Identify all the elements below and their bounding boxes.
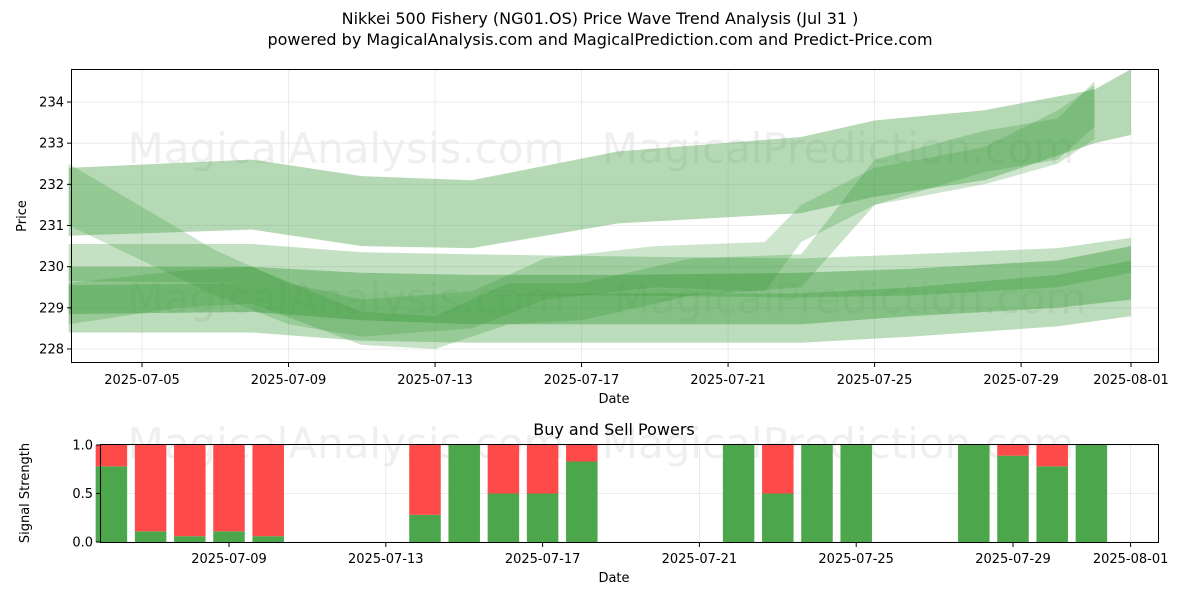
price-y-tick-label: 228	[39, 343, 64, 358]
buy-power-bar	[762, 493, 794, 542]
buy-power-bar	[566, 461, 598, 542]
price-x-tick-label: 2025-07-05	[104, 373, 180, 388]
sell-power-bar	[95, 445, 128, 467]
sell-power-bar	[487, 445, 520, 494]
signal-y-axis: 0.0 0.5 1.0	[72, 439, 101, 551]
price-wave-band	[68, 260, 1132, 343]
buy-power-bar	[722, 445, 755, 542]
price-grid	[72, 70, 1158, 362]
price-plot-frame	[71, 69, 1159, 363]
signal-x-tick-label: 2025-07-17	[505, 552, 581, 567]
chart-subtitle: powered by MagicalAnalysis.com and Magic…	[267, 30, 933, 49]
price-x-tick-label: 2025-08-01	[1093, 373, 1169, 388]
buy-power-bar	[958, 445, 990, 542]
buy-power-bar	[448, 445, 480, 542]
watermark-prediction-top: MagicalPrediction.com	[602, 124, 1075, 173]
price-x-axis-label: Date	[598, 392, 629, 407]
watermark-prediction-bottom: MagicalPrediction.com	[602, 419, 1075, 468]
price-x-tick-label: 2025-07-13	[397, 373, 473, 388]
sell-power-bar	[174, 445, 206, 537]
buy-power-bar	[213, 531, 245, 542]
signal-x-axis: 2025-07-09 2025-07-13 2025-07-17 2025-07-21…	[191, 542, 1168, 567]
signal-y-tick-label: 0.5	[72, 487, 93, 502]
sell-power-bar	[252, 445, 284, 537]
buy-power-bar	[997, 455, 1029, 542]
price-wave-band	[68, 237, 1132, 298]
signal-y-tick-label: 1.0	[72, 439, 93, 454]
buy-power-bar	[174, 536, 206, 542]
sell-power-bar	[213, 445, 245, 532]
signal-x-tick-label: 2025-07-13	[348, 552, 424, 567]
buy-power-bar	[252, 536, 284, 542]
price-x-tick-label: 2025-07-09	[251, 373, 327, 388]
price-wave-band	[68, 246, 1132, 325]
price-y-tick-label: 232	[39, 178, 64, 193]
signal-x-tick-label: 2025-08-01	[1093, 552, 1169, 567]
price-y-tick-label: 230	[39, 260, 64, 275]
watermark-analysis-mid: MagicalAnalysis.com	[128, 274, 565, 323]
sell-power-bar	[997, 445, 1029, 456]
signal-x-axis-label: Date	[598, 571, 629, 586]
buy-power-bar	[134, 531, 167, 542]
price-y-tick-label: 233	[39, 137, 64, 152]
buy-power-bar	[840, 445, 872, 542]
signal-y-axis-label: Signal Strength	[18, 443, 33, 543]
price-wave-bands	[68, 69, 1132, 350]
chart-title: Nikkei 500 Fishery (NG01.OS) Price Wave …	[341, 9, 859, 28]
price-x-tick-label: 2025-07-21	[690, 373, 766, 388]
watermark-prediction-mid: MagicalPrediction.com	[614, 274, 1087, 323]
price-x-axis: 2025-07-05 2025-07-09 2025-07-13 2025-07-17…	[104, 362, 1169, 388]
signal-x-tick-label: 2025-07-29	[975, 552, 1051, 567]
price-y-tick-label: 229	[39, 301, 64, 316]
price-x-tick-label: 2025-07-29	[983, 373, 1059, 388]
signal-x-tick-label: 2025-07-25	[818, 552, 894, 567]
buy-power-bar	[801, 445, 833, 542]
buy-power-bar	[1075, 445, 1108, 542]
signal-chart-title: Buy and Sell Powers	[533, 420, 695, 439]
price-y-tick-label: 234	[39, 96, 64, 111]
signal-y-tick-label: 0.0	[72, 536, 93, 551]
price-x-tick-label: 2025-07-17	[544, 373, 620, 388]
signal-x-tick-label: 2025-07-21	[662, 552, 738, 567]
signal-x-tick-label: 2025-07-09	[191, 552, 267, 567]
price-y-tick-label: 231	[39, 219, 64, 234]
price-x-tick-label: 2025-07-25	[837, 373, 913, 388]
sell-power-bar	[134, 445, 167, 532]
buy-power-bar	[487, 493, 520, 542]
signal-bars	[95, 445, 1108, 542]
price-y-axis-label: Price	[15, 200, 30, 232]
sell-power-bar	[762, 445, 794, 494]
sell-power-bar	[566, 445, 598, 462]
watermark-analysis-top: MagicalAnalysis.com	[128, 124, 565, 173]
sell-power-bar	[1036, 445, 1068, 467]
price-wave-band	[68, 85, 1095, 337]
sell-power-bar	[526, 445, 559, 494]
sell-power-bar	[409, 445, 441, 515]
price-wave-band	[68, 69, 1132, 249]
buy-power-bar	[526, 493, 559, 542]
price-y-axis: 228 229 230 231 232 233 234	[39, 96, 72, 358]
price-wave-band	[68, 81, 1095, 350]
buy-power-bar	[1036, 466, 1068, 542]
buy-power-bar	[409, 514, 441, 542]
chart-title-block: Nikkei 500 Fishery (NG01.OS) Price Wave …	[0, 8, 1200, 50]
